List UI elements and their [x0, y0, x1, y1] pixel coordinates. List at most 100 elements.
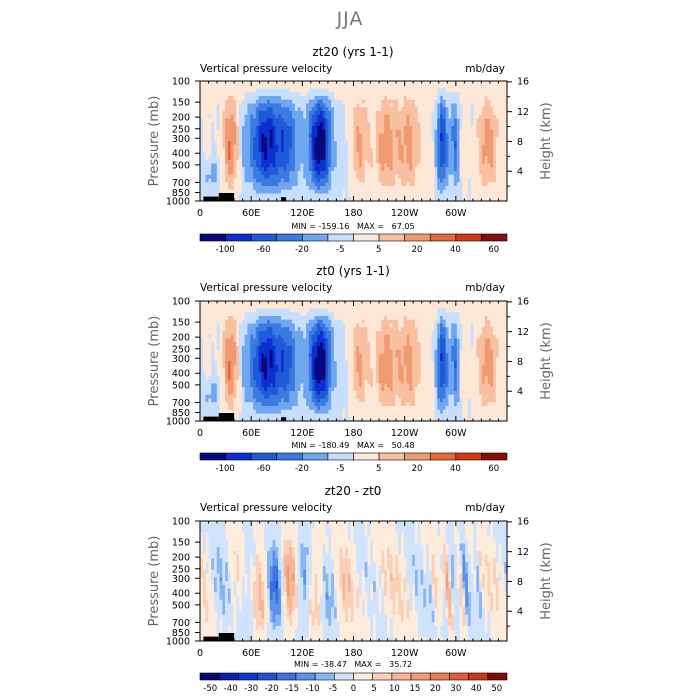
- heatmap-cell: [347, 342, 352, 347]
- heatmap-cell: [501, 186, 505, 191]
- heatmap-cell: [286, 182, 290, 187]
- heatmap-cell: [386, 107, 391, 112]
- heatmap-cell: [400, 103, 405, 108]
- heatmap-cell: [445, 92, 449, 97]
- heatmap-cell: [250, 193, 254, 198]
- heatmap-cell: [350, 159, 355, 165]
- heatmap-cell: [233, 96, 237, 101]
- heatmap-cell: [431, 137, 436, 142]
- heatmap-cell: [375, 189, 380, 195]
- heatmap-cell: [386, 331, 391, 336]
- heatmap-cell: [266, 99, 271, 105]
- heatmap-cell: [250, 152, 254, 157]
- heatmap-cell: [370, 331, 374, 336]
- heatmap-cell: [465, 111, 469, 116]
- heatmap-cell: [272, 137, 276, 142]
- heatmap-cell: [239, 342, 243, 347]
- heatmap-cell: [266, 129, 271, 135]
- heatmap-cell: [325, 331, 329, 336]
- heatmap-cell: [356, 189, 360, 195]
- heatmap-cell: [314, 129, 318, 135]
- heatmap-cell: [208, 171, 212, 176]
- heatmap-cell: [253, 159, 257, 165]
- heatmap-cell: [345, 171, 349, 176]
- heatmap-cell: [297, 301, 302, 306]
- heatmap-cell: [306, 144, 310, 150]
- heatmap-cell: [255, 137, 260, 142]
- heatmap-cell: [367, 84, 371, 90]
- heatmap-cell: [286, 186, 290, 191]
- heatmap-cell: [442, 96, 447, 101]
- heatmap-cell: [269, 114, 274, 120]
- heatmap-cell: [325, 107, 329, 112]
- heatmap-cell: [244, 84, 249, 90]
- heatmap-cell: [375, 81, 380, 86]
- heatmap-cell: [451, 96, 455, 101]
- heatmap-cell: [264, 137, 268, 142]
- heatmap-cell: [250, 122, 254, 127]
- heatmap-cell: [406, 167, 410, 172]
- heatmap-cell: [448, 96, 452, 101]
- heatmap-cell: [451, 159, 455, 165]
- heatmap-cell: [266, 174, 271, 180]
- heatmap-cell: [384, 122, 388, 127]
- heatmap-cell: [426, 197, 430, 202]
- heatmap-cell: [428, 133, 433, 138]
- heatmap-cell: [356, 331, 360, 336]
- heatmap-cell: [244, 182, 249, 187]
- heatmap-cell: [325, 338, 329, 343]
- heatmap-cell: [253, 331, 257, 336]
- heatmap-cell: [414, 338, 419, 343]
- heatmap-cell: [241, 99, 246, 105]
- heatmap-cell: [331, 156, 335, 161]
- heatmap-cell: [320, 186, 324, 191]
- heatmap-cell: [222, 327, 226, 332]
- heatmap-cell: [269, 301, 274, 306]
- heatmap-cell: [247, 137, 251, 142]
- heatmap-cell: [356, 148, 360, 153]
- heatmap-cell: [227, 114, 232, 120]
- heatmap-cell: [459, 334, 463, 340]
- heatmap-cell: [353, 122, 357, 127]
- heatmap-cell: [398, 189, 402, 195]
- heatmap-cell: [300, 111, 304, 116]
- heatmap-cell: [308, 103, 313, 108]
- heatmap-cell: [286, 331, 290, 336]
- heatmap-cell: [264, 156, 268, 161]
- heatmap-cell: [239, 178, 243, 183]
- heatmap-cell: [336, 99, 341, 105]
- heatmap-cell: [431, 301, 436, 306]
- heatmap-cell: [353, 193, 357, 198]
- heatmap-cell: [400, 171, 405, 176]
- heatmap-cell: [378, 338, 383, 343]
- heatmap-cell: [253, 186, 257, 191]
- heatmap-cell: [395, 163, 399, 168]
- heatmap-cell: [479, 122, 483, 127]
- heatmap-cell: [392, 144, 396, 150]
- heatmap-cell: [434, 189, 438, 195]
- heatmap-cell: [431, 141, 436, 146]
- heatmap-cell: [453, 96, 458, 101]
- heatmap-cell: [342, 133, 346, 138]
- heatmap-cell: [331, 159, 335, 165]
- heatmap-cell: [202, 312, 207, 317]
- heatmap-cell: [448, 156, 452, 161]
- heatmap-cell: [328, 129, 332, 135]
- heatmap-cell: [255, 178, 260, 183]
- heatmap-cell: [386, 334, 391, 340]
- heatmap-cell: [417, 118, 422, 123]
- heatmap-cell: [414, 167, 419, 172]
- heatmap-cell: [384, 163, 388, 168]
- heatmap-cell: [392, 96, 396, 101]
- heatmap-cell: [423, 189, 427, 195]
- heatmap-cell: [253, 156, 257, 161]
- heatmap-cell: [283, 189, 288, 195]
- heatmap-cell: [356, 163, 360, 168]
- heatmap-cell: [378, 342, 383, 347]
- heatmap-cell: [481, 327, 486, 332]
- heatmap-cell: [311, 178, 316, 183]
- heatmap-cell: [440, 107, 444, 112]
- heatmap-cell: [200, 152, 204, 157]
- heatmap-cell: [487, 323, 491, 328]
- heatmap-cell: [266, 167, 271, 172]
